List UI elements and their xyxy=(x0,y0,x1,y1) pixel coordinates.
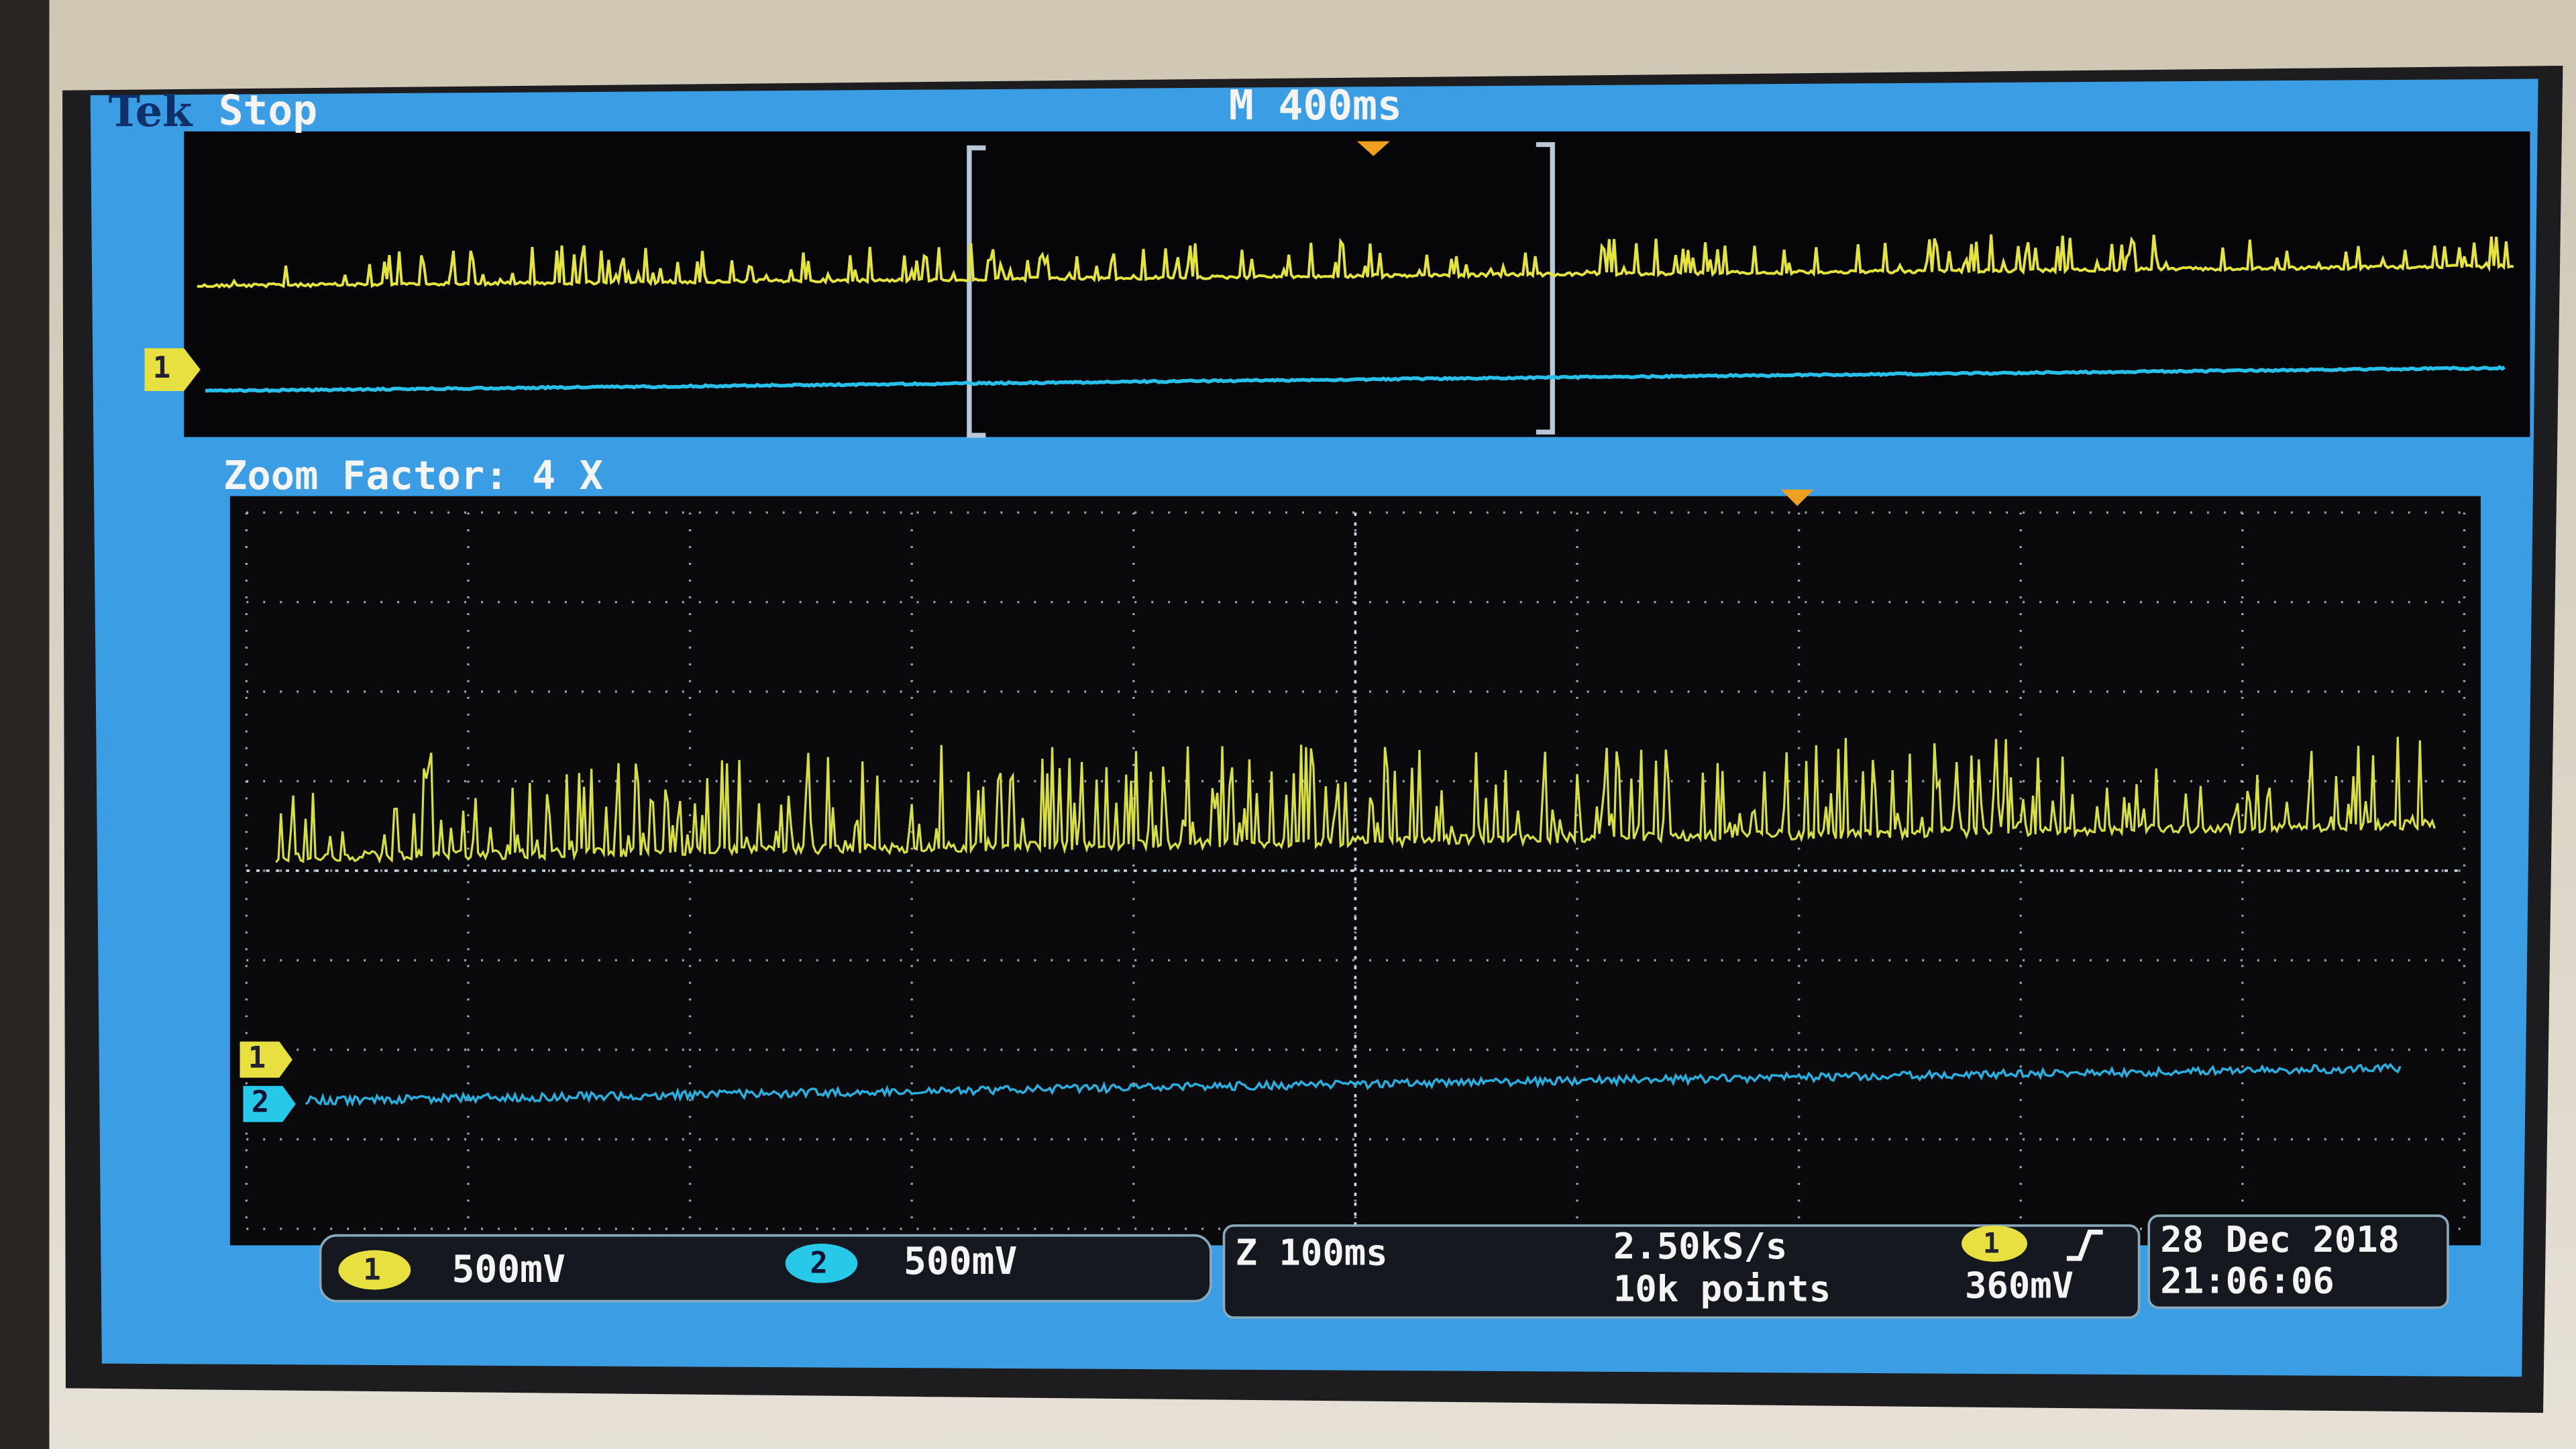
waveform xyxy=(205,365,2506,394)
channel-marker xyxy=(243,1085,296,1122)
ch2-scale: 500mV xyxy=(904,1240,1018,1283)
ch2-number: 2 xyxy=(810,1246,828,1281)
ch2-badge xyxy=(785,1243,858,1283)
trigger-level: 360mV xyxy=(1965,1265,2074,1307)
channel-readout xyxy=(319,1234,1212,1303)
ch1-scale: 500mV xyxy=(451,1248,566,1291)
date-readout xyxy=(2147,1214,2449,1309)
marker-label: 2 xyxy=(252,1085,270,1120)
zoom-bracket xyxy=(967,142,1555,438)
record-length: 10k points xyxy=(1613,1268,1831,1310)
main-timebase: M 400ms xyxy=(1229,82,1402,129)
zoom-factor: Zoom Factor: 4 X xyxy=(223,452,603,498)
channel-marker xyxy=(144,348,201,391)
traces xyxy=(197,234,2514,1108)
waveform xyxy=(275,737,2436,864)
date: 28 Dec 2018 xyxy=(2160,1218,2400,1260)
trigger-source: 1 xyxy=(1983,1226,2000,1259)
timebase-readout xyxy=(1222,1224,2141,1319)
trigger-slope xyxy=(2066,1230,2103,1261)
channel-marker xyxy=(239,1041,292,1078)
sample-rate: 2.50kS/s xyxy=(1613,1225,1787,1267)
acquisition-status: Stop xyxy=(219,87,317,135)
bezel-shadow xyxy=(0,0,50,1449)
brand: Tek xyxy=(109,87,194,137)
marker-label: 1 xyxy=(153,351,171,385)
ch1-badge xyxy=(338,1250,411,1290)
trigger-position xyxy=(1780,489,1814,506)
waveform xyxy=(305,1063,2402,1108)
marker-label: 1 xyxy=(248,1041,266,1075)
graticule xyxy=(245,511,2466,1230)
waveform xyxy=(197,234,2514,289)
ch1-number: 1 xyxy=(363,1253,381,1287)
zoom-timebase: Z 100ms xyxy=(1236,1232,1388,1274)
trigger-source-badge xyxy=(1962,1225,2028,1262)
trigger-position xyxy=(1356,141,1390,156)
time: 21:06:06 xyxy=(2160,1259,2334,1301)
